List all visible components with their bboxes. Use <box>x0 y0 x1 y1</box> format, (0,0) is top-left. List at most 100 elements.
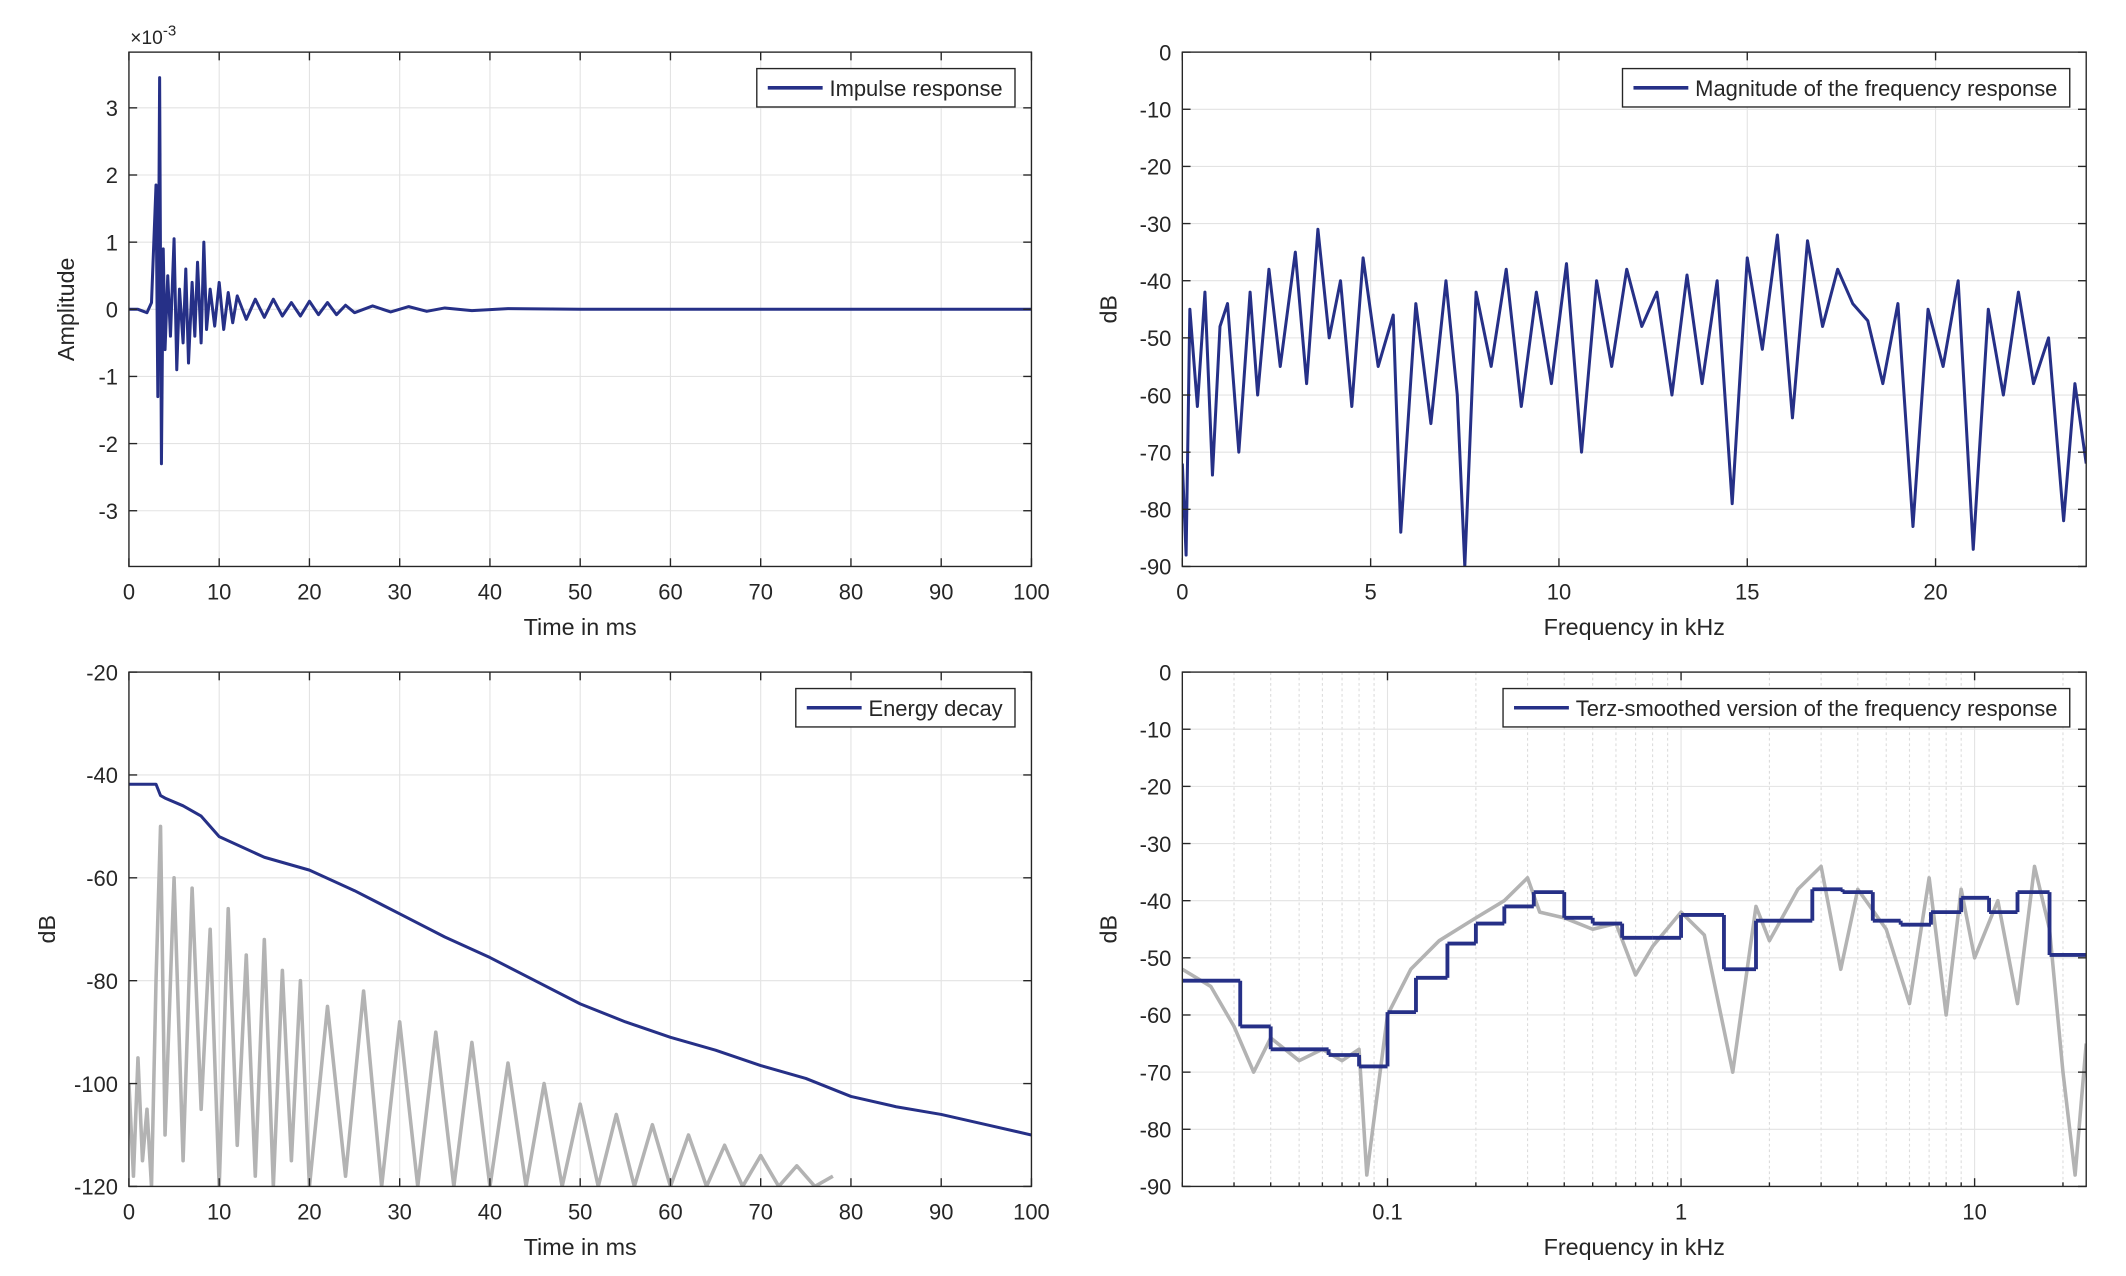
y-tick-label: 3 <box>106 96 118 121</box>
y-tick-label: -80 <box>1140 1118 1172 1143</box>
y-tick-label: -70 <box>1140 1060 1172 1085</box>
y-tick-label: -50 <box>1140 946 1172 971</box>
y-tick-label: -40 <box>1140 889 1172 914</box>
legend: Terz-smoothed version of the frequency r… <box>1502 687 2071 728</box>
y-tick-label: -70 <box>1140 440 1172 465</box>
x-axis-label: Time in ms <box>524 614 637 640</box>
subplot: 0.1 1 10 -90 -80 -70 -60 -50 -40 -30 -20 -10 0 Freque… <box>1095 660 2087 1260</box>
x-tick-label: 0 <box>123 579 135 604</box>
y-axis-label: dB <box>34 915 60 944</box>
x-tick-label: 40 <box>478 579 502 604</box>
legend-label: Magnitude of the frequency response <box>1695 76 2057 101</box>
subplot: 0 10 20 30 40 50 60 70 80 90 100 -3 -2 -1 0 1 2 3 Time in … <box>53 23 1050 640</box>
x-tick-label: 50 <box>568 1199 592 1224</box>
y-tick-label: 1 <box>106 230 118 255</box>
y-tick-label: -80 <box>86 969 118 994</box>
axes-box <box>1181 671 2087 1188</box>
y-tick-label: -1 <box>98 365 118 390</box>
x-tick-label: 100 <box>1013 579 1050 604</box>
y-axis-label: dB <box>1095 915 1121 944</box>
x-tick-label: 40 <box>478 1199 502 1224</box>
legend: Energy decay <box>795 687 1016 728</box>
y-tick-label: -40 <box>86 763 118 788</box>
x-axis-label: Frequency in kHz <box>1544 614 1725 640</box>
y-tick-label: -20 <box>1140 775 1172 800</box>
x-tick-label: 1 <box>1675 1199 1687 1224</box>
y-tick-label: -100 <box>74 1072 118 1097</box>
y-tick-label: -120 <box>74 1175 118 1200</box>
y-tick-label: -60 <box>86 866 118 891</box>
x-axis-label: Time in ms <box>524 1234 637 1260</box>
y-tick-label: -60 <box>1140 1003 1172 1028</box>
x-tick-label: 60 <box>658 1199 682 1224</box>
series-group <box>128 76 1032 466</box>
subplot: 0 10 20 30 40 50 60 70 80 90 100 -120 -100 -80 -60 -40 -… <box>34 660 1050 1260</box>
series-line <box>128 782 1032 1137</box>
x-tick-label: 100 <box>1013 1199 1050 1224</box>
y-tick-label: 0 <box>1159 660 1171 685</box>
series-line <box>128 76 1032 466</box>
x-tick-label: 30 <box>387 1199 411 1224</box>
x-tick-label: 0 <box>123 1199 135 1224</box>
series-group <box>1182 864 2087 1177</box>
y-tick-label: -90 <box>1140 555 1172 580</box>
series-group <box>128 782 1032 1187</box>
x-tick-label: 10 <box>1962 1199 1986 1224</box>
y-tick-label: -90 <box>1140 1175 1172 1200</box>
axis-multiplier: ×10-3 <box>130 23 176 49</box>
y-axis-label: dB <box>1095 295 1121 324</box>
x-tick-label: 30 <box>387 579 411 604</box>
x-tick-label: 20 <box>297 1199 321 1224</box>
y-axis-label: Amplitude <box>53 257 79 361</box>
x-tick-label: 0 <box>1176 579 1188 604</box>
y-tick-label: 0 <box>106 298 118 323</box>
legend: Impulse response <box>756 67 1016 108</box>
y-tick-label: -30 <box>1140 212 1172 237</box>
y-tick-label: -20 <box>1140 155 1172 180</box>
x-tick-label: 15 <box>1735 579 1759 604</box>
subplot: 0 5 10 15 20 -90 -80 -70 -60 -50 -40 -30 -20 -10 0 Freq… <box>1095 40 2087 640</box>
series-line <box>128 824 834 1187</box>
x-axis-label: Frequency in kHz <box>1544 1234 1725 1260</box>
multiplier-exponent: -3 <box>163 23 176 40</box>
x-tick-label: 70 <box>748 1199 772 1224</box>
x-tick-label: 20 <box>1923 579 1947 604</box>
x-tick-label: 90 <box>929 579 953 604</box>
y-tick-label: -80 <box>1140 498 1172 523</box>
x-tick-label: 80 <box>839 1199 863 1224</box>
y-tick-label: -3 <box>98 499 118 524</box>
multiplier-base: ×10 <box>130 28 163 49</box>
series-group <box>1182 227 2087 567</box>
series-line <box>1182 864 2087 1177</box>
y-tick-label: -10 <box>1140 717 1172 742</box>
x-tick-label: 50 <box>568 579 592 604</box>
y-tick-label: 0 <box>1159 40 1171 65</box>
y-tick-label: -40 <box>1140 269 1172 294</box>
x-tick-label: 5 <box>1365 579 1377 604</box>
y-tick-label: -60 <box>1140 383 1172 408</box>
legend-box <box>1621 67 2071 108</box>
legend-label: Impulse response <box>829 76 1002 101</box>
x-tick-label: 60 <box>658 579 682 604</box>
legend-box <box>1502 687 2071 728</box>
plot-area <box>1182 52 2087 567</box>
x-tick-label: 70 <box>748 579 772 604</box>
y-tick-label: -30 <box>1140 832 1172 857</box>
plot-area <box>1182 672 2087 1187</box>
y-tick-label: -10 <box>1140 98 1172 123</box>
x-tick-label: 0.1 <box>1372 1199 1403 1224</box>
x-tick-label: 10 <box>207 1199 231 1224</box>
y-tick-label: -50 <box>1140 326 1172 351</box>
legend-label: Terz-smoothed version of the frequency r… <box>1576 696 2058 721</box>
x-tick-label: 90 <box>929 1199 953 1224</box>
x-tick-label: 10 <box>207 579 231 604</box>
series-line <box>1182 227 2087 567</box>
legend: Magnitude of the frequency response <box>1621 67 2071 108</box>
y-tick-label: -2 <box>98 432 118 457</box>
y-tick-label: -20 <box>86 660 118 685</box>
x-tick-label: 20 <box>297 579 321 604</box>
legend-label: Energy decay <box>868 696 1002 721</box>
x-tick-label: 10 <box>1547 579 1571 604</box>
